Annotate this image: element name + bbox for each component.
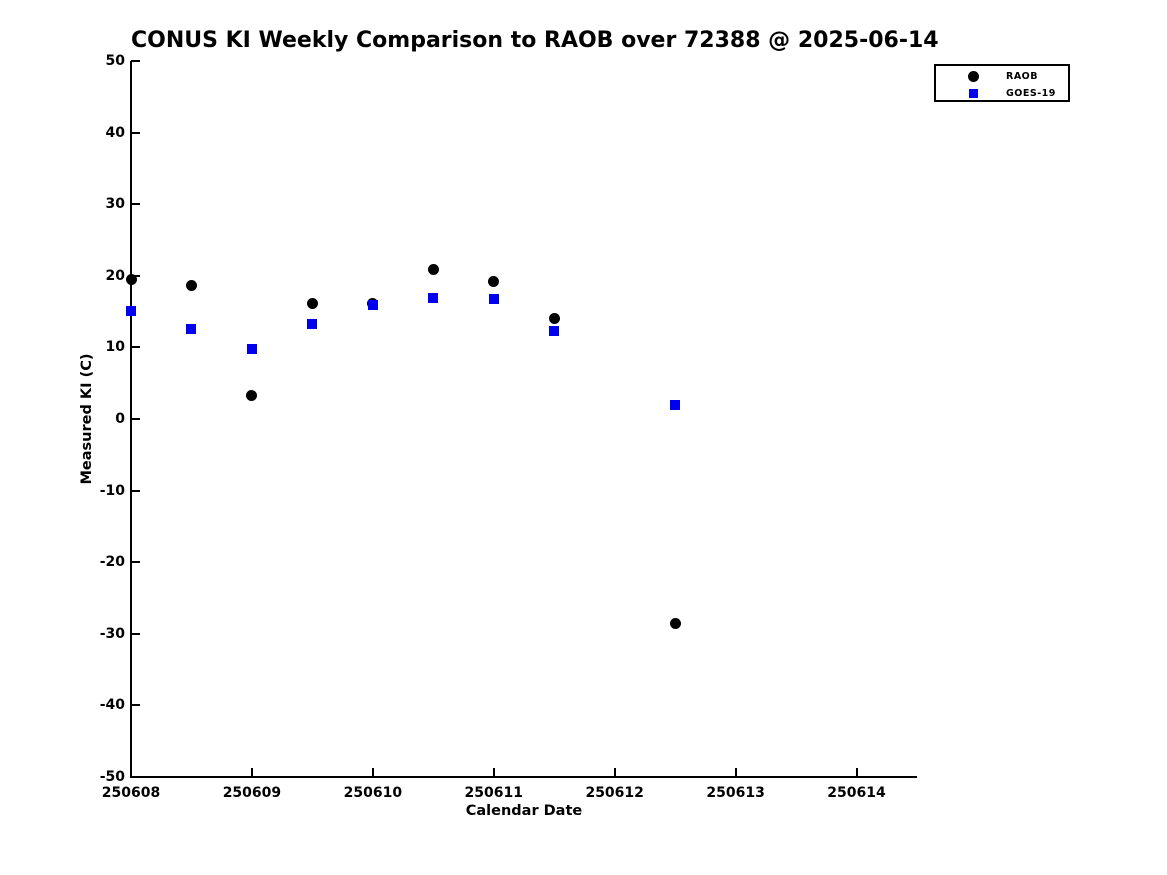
legend-label-goes19: GOES-19 — [1006, 88, 1056, 99]
x-tick-mark — [371, 768, 374, 777]
y-tick-mark — [131, 704, 140, 707]
data-point-raob — [669, 617, 681, 629]
y-tick-label: -40 — [99, 697, 125, 714]
x-tick-mark — [250, 768, 253, 777]
x-tick-label: 250610 — [343, 785, 403, 801]
y-tick-label: 40 — [105, 124, 125, 141]
y-tick-label: 30 — [105, 196, 125, 213]
data-point-goes-19 — [307, 318, 318, 329]
y-tick-mark — [131, 346, 140, 349]
x-tick-mark — [130, 768, 132, 777]
data-point-raob — [427, 263, 439, 275]
data-point-raob — [548, 312, 560, 324]
data-point-goes-19 — [670, 400, 681, 411]
chart-title: CONUS KI Weekly Comparison to RAOB over … — [131, 28, 939, 53]
data-point-raob — [185, 279, 197, 291]
data-point-goes-19 — [126, 305, 136, 316]
y-tick-label: 10 — [105, 339, 125, 356]
legend-item-goes19: GOES-19 — [936, 85, 1068, 102]
legend-item-raob: RAOB — [936, 68, 1068, 85]
y-tick-label: -20 — [99, 554, 125, 571]
data-point-raob — [246, 389, 258, 401]
y-tick-label: 0 — [115, 411, 125, 427]
x-axis-label: Calendar Date — [465, 803, 583, 819]
data-point-raob — [488, 276, 500, 288]
x-axis-spine — [130, 776, 917, 778]
x-tick-label: 250611 — [464, 785, 523, 801]
y-tick-mark — [131, 776, 140, 778]
data-point-goes-19 — [549, 325, 560, 336]
y-tick-label: -50 — [99, 769, 125, 785]
y-tick-mark — [131, 203, 140, 206]
data-point-goes-19 — [488, 293, 499, 304]
y-tick-mark — [131, 60, 140, 62]
x-tick-label: 250614 — [827, 785, 886, 801]
x-tick-mark — [855, 768, 858, 777]
data-point-goes-19 — [428, 292, 439, 303]
plot-area: 50 40 30 20 10 0 -10 -20 -30 -40 -50 250608 250609 25… — [100, 53, 917, 801]
data-point-goes-19 — [367, 300, 378, 311]
legend: RAOB GOES-19 — [934, 64, 1070, 102]
y-tick-label: 20 — [105, 267, 125, 284]
y-tick-label: 50 — [105, 53, 125, 69]
legend-label-raob: RAOB — [1006, 71, 1038, 82]
x-tick-label: 250613 — [706, 785, 765, 801]
x-tick-mark — [613, 768, 616, 777]
y-tick-mark — [131, 489, 140, 492]
y-axis-label: Measured KI (C) — [79, 353, 95, 485]
y-tick-mark — [131, 561, 140, 564]
y-tick-mark — [131, 632, 140, 635]
goes19-square-icon — [967, 89, 979, 98]
x-tick-mark — [734, 768, 737, 777]
y-tick-label: -30 — [99, 625, 125, 642]
data-point-raob — [306, 297, 318, 309]
raob-circle-icon — [967, 71, 979, 82]
y-tick-mark — [131, 418, 140, 420]
x-tick-mark — [492, 768, 495, 777]
x-tick-label: 250609 — [222, 785, 282, 801]
x-tick-label: 250608 — [101, 785, 161, 801]
data-point-goes-19 — [246, 343, 257, 354]
data-point-raob — [125, 273, 137, 285]
y-tick-label: -10 — [99, 482, 125, 499]
y-tick-mark — [131, 131, 140, 134]
x-tick-label: 250612 — [585, 785, 644, 801]
data-point-goes-19 — [186, 323, 197, 334]
